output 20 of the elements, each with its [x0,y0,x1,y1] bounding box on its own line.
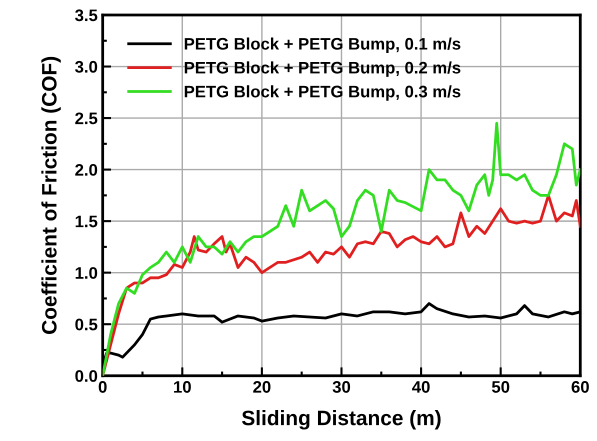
y-tick-label: 2.0 [75,164,98,176]
legend-label: PETG Block + PETG Bump, 0.1 m/s [184,37,460,54]
y-tick-label: 3.5 [75,9,98,22]
legend-label: PETG Block + PETG Bump, 0.2 m/s [184,61,460,77]
y-axis-title: Coefficient of Friction (COF) [41,56,61,334]
x-axis-title: Sliding Distance (m) [242,410,441,430]
y-tick-label: 1.0 [76,267,98,279]
x-tick-label: 60 [572,381,589,393]
x-tick-label: 20 [253,381,270,393]
x-tick-label: 30 [332,381,350,393]
x-tick-label: 10 [174,381,191,393]
legend-label: PETG Block + PETG Bump, 0.3 m/s [184,85,460,101]
y-tick-label: 0.5 [75,318,98,330]
y-tick-label: 0.0 [75,370,98,382]
y-tick-label: 2.5 [75,112,98,124]
x-tick-label: 40 [412,381,430,393]
y-tick-label: 3.0 [75,60,98,73]
y-tick-label: 1.5 [76,216,98,228]
x-tick-label: 50 [492,381,510,393]
x-tick-label: 0 [98,381,107,393]
